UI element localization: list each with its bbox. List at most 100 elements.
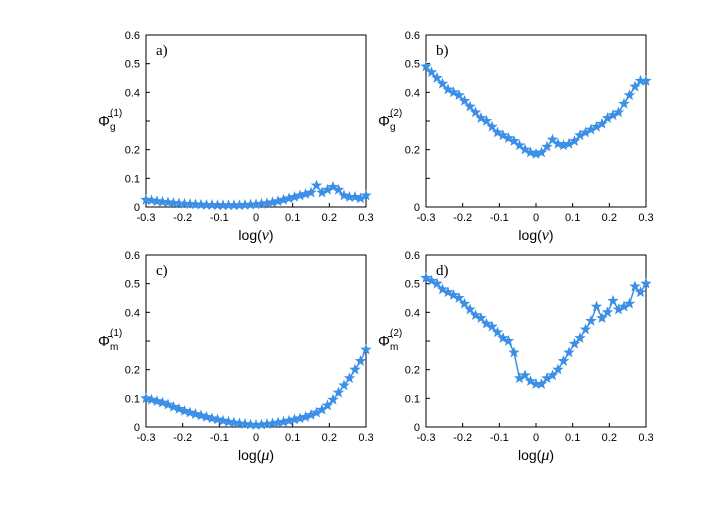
data-point-star [305, 408, 317, 420]
data-point-star [447, 289, 460, 300]
data-point-star [458, 94, 471, 106]
data-point-star [277, 415, 290, 427]
data-point-star [277, 193, 290, 205]
data-point-star [436, 283, 449, 295]
y-tick-label: 0.1 [125, 393, 140, 405]
x-axis-label-prefix: log( [238, 447, 262, 463]
data-point-star [447, 86, 460, 98]
x-tick-label: -0.2 [453, 432, 472, 444]
data-point-star [200, 410, 213, 422]
x-tick-label: 0.3 [358, 212, 373, 224]
data-point-star [173, 197, 185, 209]
data-point-star [596, 312, 608, 323]
x-tick-label: -0.2 [453, 212, 472, 224]
data-point-star [156, 195, 169, 207]
x-tick-label: 0 [533, 212, 539, 224]
x-tick-label: -0.1 [490, 432, 509, 444]
data-point-star [360, 343, 372, 355]
data-point-star [266, 417, 279, 429]
data-point-star [261, 418, 273, 429]
x-tick-label: -0.3 [137, 432, 156, 444]
x-axis-label-suffix: ) [269, 227, 274, 243]
data-point-star [233, 417, 246, 429]
data-point-star [491, 326, 504, 338]
x-axis-label-variable: ν [542, 227, 550, 244]
data-point-star [513, 372, 526, 384]
data-point-star [623, 89, 636, 101]
y-tick-label: 0.5 [405, 279, 420, 291]
data-point-star [640, 74, 652, 86]
data-point-star [612, 303, 625, 315]
data-point-star [332, 183, 345, 195]
data-point-star [563, 346, 575, 358]
y-axis-label: Φ̄g [98, 113, 116, 133]
x-axis-label: log(μ) [518, 447, 554, 464]
y-tick-label: 0.2 [125, 365, 140, 377]
data-point-star [530, 378, 542, 389]
data-point-star [200, 198, 213, 210]
y-axis-label-subscript: g [390, 122, 396, 133]
data-point-star [173, 402, 185, 414]
data-point-star [508, 346, 520, 358]
data-point-star [453, 292, 465, 303]
x-axis-label-prefix: log( [238, 227, 262, 243]
data-point-star [530, 147, 542, 159]
data-point-star [299, 188, 312, 199]
y-axis-label-superscript: (2) [390, 328, 402, 339]
panel-a: -0.3 -0.2 -0.1 0 0.1 0.2 0.3 0 0.1 0.2 0.4 0.5 0.6 a)… [98, 30, 374, 244]
data-point-star [162, 398, 174, 410]
data-point-star [585, 314, 597, 326]
data-point-star [294, 189, 306, 201]
y-tick-label: 0.4 [125, 87, 140, 99]
data-point-star [464, 303, 476, 315]
data-point-star [283, 192, 295, 204]
data-point-star [140, 193, 152, 205]
y-tick-label: 0.4 [405, 87, 420, 99]
y-axis-label-symbol: Φ̄ [98, 113, 112, 130]
y-axis-label-superscript: (1) [110, 328, 122, 339]
data-point-star [420, 60, 432, 72]
data-point-star [574, 129, 586, 141]
data-point-star [634, 74, 647, 86]
x-axis-label-variable: ν [262, 227, 270, 244]
x-tick-label: 0.1 [565, 432, 580, 444]
data-point-star [502, 335, 515, 346]
data-point-star [541, 372, 553, 384]
y-axis-label-superscript: (1) [110, 108, 122, 119]
data-point-star [140, 392, 152, 404]
y-tick-label: 0.1 [125, 173, 140, 185]
data-point-star [601, 112, 614, 123]
x-tick-label: 0 [533, 432, 539, 444]
data-point-star [151, 395, 163, 407]
data-point-star [255, 418, 268, 430]
data-point-star [491, 126, 504, 138]
data-point-star [629, 80, 641, 92]
panel-label: d) [436, 263, 449, 279]
y-tick-label: 0 [134, 422, 140, 434]
data-point-star [601, 306, 614, 318]
data-point-star [310, 179, 323, 191]
data-point-star [294, 412, 306, 424]
data-point-star [156, 396, 169, 408]
x-axis-label: log(μ) [238, 447, 274, 464]
data-point-star [568, 337, 581, 349]
y-tick-label: 0.5 [405, 59, 420, 71]
y-axis-label-symbol: Φ̄ [378, 333, 392, 350]
data-point-star [332, 386, 345, 398]
x-tick-label: -0.1 [210, 432, 229, 444]
data-point-star [167, 196, 180, 208]
x-tick-label: 0.2 [602, 212, 617, 224]
data-point-star [480, 317, 493, 329]
x-tick-label: 0.1 [285, 212, 300, 224]
data-point-star [255, 197, 268, 209]
data-point-star [497, 129, 509, 141]
data-point-star [618, 97, 630, 109]
data-point-star [239, 198, 251, 210]
data-point-star [222, 199, 235, 211]
data-point-star [250, 418, 262, 430]
data-point-star [618, 300, 630, 312]
data-point-star [425, 66, 438, 78]
data-point-star [283, 414, 295, 426]
panel-label: b) [436, 43, 449, 59]
